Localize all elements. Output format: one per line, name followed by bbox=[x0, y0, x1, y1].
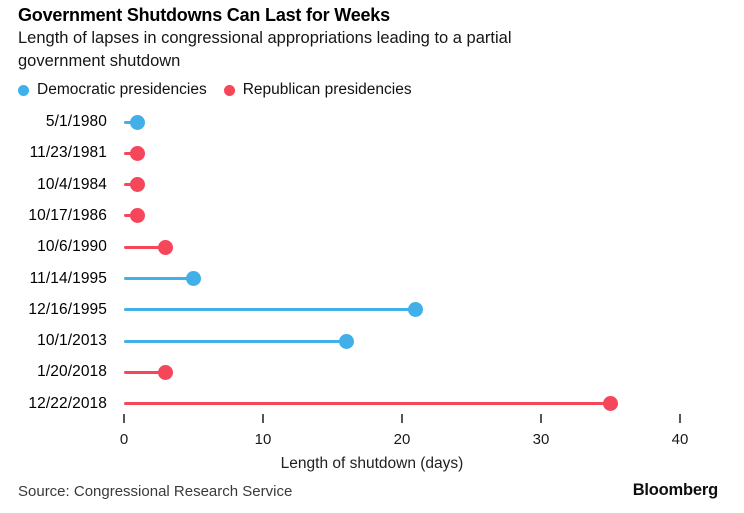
lollipop-dot bbox=[186, 271, 201, 286]
row-label-12-22-2018: 12/22/2018 bbox=[28, 394, 107, 412]
lollipop-stem bbox=[124, 339, 347, 343]
x-axis-tick bbox=[540, 414, 542, 423]
lollipop-dot bbox=[158, 364, 174, 380]
lollipop-dot bbox=[130, 177, 146, 193]
row-label-12-16-1995: 12/16/1995 bbox=[28, 300, 107, 318]
x-axis-tick bbox=[679, 414, 681, 423]
row-label-11-14-1995: 11/14/1995 bbox=[29, 269, 107, 287]
x-axis-label: Length of shutdown (days) bbox=[280, 455, 464, 472]
lollipop-dot bbox=[603, 396, 618, 412]
x-axis-tick-label: 40 bbox=[671, 431, 689, 448]
lollipop-stem bbox=[124, 402, 611, 406]
lollipop-dot bbox=[158, 239, 174, 255]
bloomberg-logo: Bloomberg bbox=[632, 481, 718, 499]
chart-legend: Democratic presidencies Republican presi… bbox=[18, 81, 412, 99]
chart-title: Government Shutdowns Can Last for Weeks bbox=[18, 5, 390, 25]
row-label-5-1-1980: 5/1/1980 bbox=[45, 113, 107, 130]
republican-dot-icon bbox=[223, 84, 235, 96]
chart-subtitle: Length of lapses in congressional approp… bbox=[18, 29, 512, 70]
lollipop-stem bbox=[124, 277, 194, 280]
row-label-10-1-2013: 10/1/2013 bbox=[37, 332, 107, 350]
x-axis-tick-label: 10 bbox=[254, 431, 272, 448]
democratic-dot-icon bbox=[18, 84, 29, 96]
legend-item-republican: Republican presidencies bbox=[223, 81, 412, 99]
x-axis-tick-label: 20 bbox=[393, 431, 411, 448]
source-credit: Source: Congressional Research Service bbox=[18, 483, 293, 500]
lollipop-dot bbox=[338, 333, 354, 349]
lollipop-stem bbox=[124, 370, 166, 374]
lollipop-dot bbox=[130, 208, 146, 224]
lollipop-dot bbox=[408, 302, 424, 318]
row-label-10-4-1984: 10/4/1984 bbox=[37, 175, 107, 193]
legend-label-republican: Republican presidencies bbox=[242, 81, 412, 98]
legend-item-democratic: Democratic presidencies bbox=[18, 81, 207, 99]
lollipop-stem bbox=[124, 308, 416, 312]
x-axis-tick-label: 0 bbox=[119, 431, 129, 448]
x-axis-tick bbox=[262, 414, 264, 423]
row-label-10-17-1986: 10/17/1986 bbox=[28, 206, 107, 224]
legend-label-democratic: Democratic presidencies bbox=[37, 81, 207, 98]
lollipop-stem bbox=[124, 245, 166, 249]
lollipop-dot bbox=[130, 145, 146, 161]
x-axis-tick bbox=[401, 414, 403, 423]
row-label-10-6-1990: 10/6/1990 bbox=[37, 238, 107, 256]
x-axis-tick bbox=[123, 414, 125, 423]
lollipop-dot bbox=[130, 114, 146, 130]
row-label-1-20-2018: 1/20/2018 bbox=[37, 363, 107, 381]
x-axis-tick-label: 30 bbox=[532, 431, 550, 448]
row-label-11-23-1981: 11/23/1981 bbox=[29, 144, 107, 162]
